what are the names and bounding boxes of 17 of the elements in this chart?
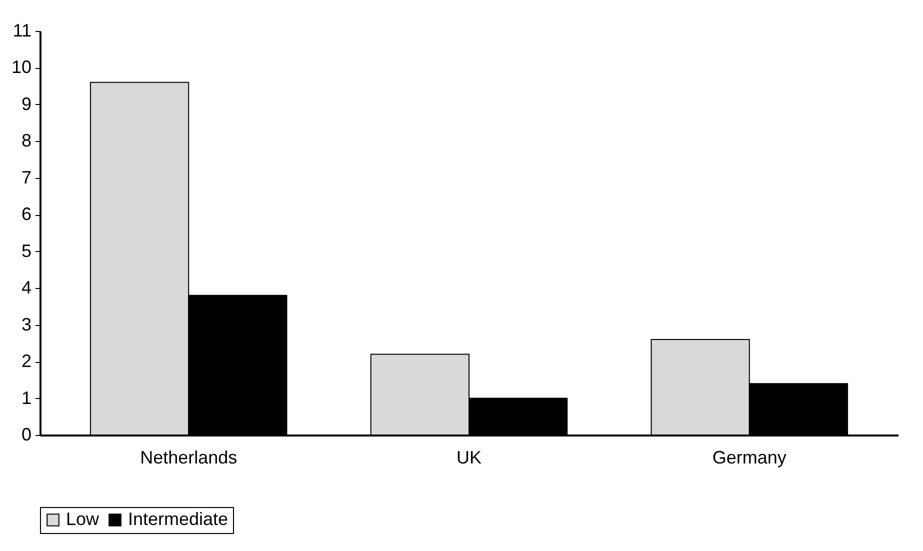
- y-tick-label: 5: [21, 240, 32, 261]
- y-tick-label: 9: [21, 94, 32, 114]
- legend-label: Low: [66, 509, 100, 529]
- y-tick-label: 8: [21, 130, 32, 151]
- x-tick-label: UK: [456, 448, 482, 468]
- x-tick-label: Germany: [712, 448, 786, 468]
- y-tick-label: 11: [12, 20, 32, 40]
- legend-label: Intermediate: [128, 509, 228, 529]
- y-tick-label: 10: [11, 57, 32, 78]
- y-tick-label: 7: [21, 167, 32, 188]
- y-tick-label: 4: [21, 278, 32, 298]
- y-tick-label: 6: [21, 204, 32, 224]
- y-tick-label: 1: [21, 388, 32, 408]
- y-tick-label: 0: [21, 424, 32, 444]
- x-tick-label: Netherlands: [140, 448, 238, 468]
- y-tick-label: 3: [21, 314, 32, 334]
- y-tick-label: 2: [21, 351, 32, 372]
